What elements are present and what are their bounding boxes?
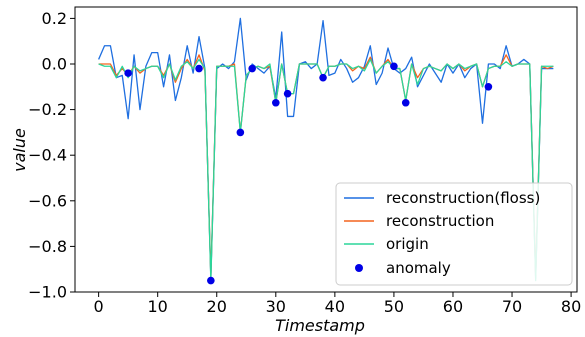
anomaly-point [319, 73, 327, 82]
x-tick-label: 50 [384, 297, 404, 316]
series-line-reconstruction-floss [98, 17, 554, 279]
x-tick-label: 70 [502, 297, 522, 316]
anomaly-point [390, 62, 398, 71]
y-tick-label: −0.4 [28, 146, 67, 165]
y-tick-label: −0.2 [28, 100, 67, 119]
y-tick-label: 0.0 [42, 55, 67, 74]
anomaly-point [248, 64, 256, 73]
y-tick-label: −0.6 [28, 191, 67, 210]
anomaly-point [272, 98, 280, 107]
series-layer [98, 17, 554, 285]
legend: reconstruction(floss) reconstruction ori… [335, 182, 573, 286]
legend-swatch-anomaly [355, 264, 363, 272]
y-tick-label: −1.0 [28, 283, 67, 302]
series-line-origin [98, 58, 554, 282]
x-tick-label: 60 [443, 297, 463, 316]
anomaly-point [207, 276, 215, 285]
y-axis-label: value [10, 128, 29, 172]
legend-label-reconstruction: reconstruction [386, 212, 494, 230]
anomaly-point [283, 89, 292, 98]
anomaly-point [124, 69, 132, 77]
x-tick-label: 10 [148, 297, 168, 316]
y-tick-label: −0.8 [28, 237, 67, 256]
x-tick-label: 20 [207, 297, 227, 316]
y-tick-label: 0.2 [42, 9, 67, 28]
anomaly-point [195, 64, 203, 73]
x-tick-label: 40 [325, 297, 345, 316]
legend-box [335, 182, 573, 286]
x-ticks: 0 10 20 30 40 50 60 70 80 [94, 292, 581, 316]
anomaly-point [484, 83, 493, 91]
plot-area: 0 10 20 30 40 50 60 70 80 0.2 0.0 −0.2 −0.4 −0.6 −0.8… [28, 6, 581, 316]
x-axis-label: Timestamp [275, 316, 365, 335]
y-ticks: 0.2 0.0 −0.2 −0.4 −0.6 −0.8 −1.0 [28, 9, 75, 302]
anomaly-point [401, 98, 410, 107]
x-tick-label: 0 [94, 297, 104, 316]
anomaly-point [236, 128, 245, 137]
x-tick-label: 30 [266, 297, 286, 316]
legend-label-reconstruction-floss: reconstruction(floss) [386, 189, 540, 207]
legend-label-anomaly: anomaly [386, 259, 451, 277]
x-tick-label: 80 [561, 297, 581, 316]
legend-label-origin: origin [386, 235, 429, 253]
plot-frame [74, 6, 578, 293]
